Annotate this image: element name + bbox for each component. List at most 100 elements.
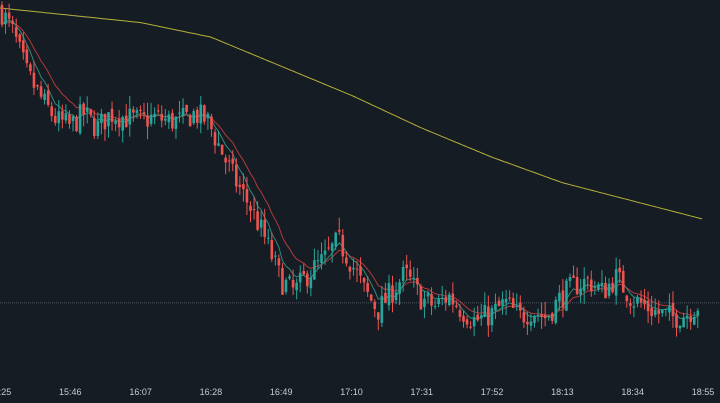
candle — [511, 292, 515, 309]
candle-body — [85, 107, 89, 112]
candle-body — [32, 72, 36, 88]
candle-body — [352, 267, 355, 270]
candle — [479, 303, 483, 326]
candle-body — [384, 292, 387, 303]
candle-body — [455, 305, 458, 307]
candle — [639, 290, 643, 308]
candle — [653, 298, 657, 318]
candle — [451, 282, 455, 313]
candle-body — [348, 266, 352, 272]
candle-body — [377, 312, 380, 320]
candle — [614, 257, 618, 305]
candle — [156, 104, 160, 114]
candle-body — [249, 205, 252, 211]
candle — [568, 273, 572, 288]
candle — [224, 154, 227, 175]
candle — [121, 115, 124, 143]
candle-body — [309, 277, 313, 289]
candle — [483, 292, 487, 318]
candle — [565, 278, 568, 312]
candle-body — [540, 314, 543, 317]
candle-body — [423, 298, 426, 308]
candle-body — [50, 106, 53, 117]
candle-body — [185, 105, 188, 112]
candle — [579, 278, 582, 304]
candle — [252, 196, 256, 220]
candle-body — [206, 113, 210, 119]
candle-body — [46, 90, 50, 105]
candle — [78, 96, 82, 135]
candle-body — [440, 297, 444, 299]
candle — [330, 241, 334, 263]
candle-body — [401, 266, 405, 281]
candle-body — [550, 313, 554, 321]
candle — [380, 286, 384, 328]
candle-body — [213, 132, 217, 146]
candle — [203, 104, 206, 125]
candle-body — [469, 326, 472, 328]
candle-body — [291, 279, 295, 288]
candle — [256, 201, 259, 232]
candle — [313, 248, 316, 281]
candle — [7, 3, 11, 27]
candle-body — [231, 158, 235, 164]
candle-body — [164, 118, 167, 121]
candle — [128, 96, 132, 137]
candle — [582, 267, 586, 304]
x-tick-label: 17:52 — [481, 387, 504, 397]
candle-body — [53, 115, 57, 123]
candle — [419, 283, 423, 310]
x-tick-label: 16:07 — [129, 387, 152, 397]
candle-body — [572, 275, 575, 278]
candle — [632, 297, 636, 318]
candle — [64, 104, 68, 124]
candle — [668, 293, 671, 321]
candle-body — [114, 120, 117, 124]
candle — [465, 315, 469, 329]
candle-body — [96, 121, 100, 136]
candle — [543, 302, 547, 327]
candle-body — [675, 314, 678, 328]
candle — [171, 109, 174, 132]
candle-body — [416, 277, 419, 285]
ma-mid-line — [1, 21, 698, 317]
candle — [590, 270, 593, 297]
candle-body — [43, 93, 46, 101]
candle-body — [685, 315, 689, 319]
candle — [359, 257, 362, 284]
candle — [14, 18, 18, 43]
candle — [540, 302, 543, 329]
candle — [448, 291, 451, 307]
candle — [646, 291, 650, 324]
candle-body — [476, 314, 479, 321]
candle-body — [533, 315, 536, 323]
candle — [433, 299, 437, 310]
candle-body — [320, 254, 323, 264]
candle — [621, 265, 625, 293]
candle-body — [621, 271, 625, 293]
candle — [192, 108, 195, 125]
candle — [696, 308, 700, 329]
candle — [607, 278, 611, 299]
candle-body — [678, 325, 682, 329]
candle-body — [433, 305, 437, 307]
candle-body — [160, 113, 164, 121]
candle-body — [57, 111, 61, 124]
candle-body — [494, 303, 497, 311]
candle — [117, 110, 121, 137]
candle — [575, 267, 579, 296]
candle-body — [625, 295, 629, 302]
candle — [82, 101, 85, 127]
candle-body — [497, 300, 501, 307]
candle-body — [543, 314, 547, 319]
candle-body — [0, 4, 4, 25]
candle — [526, 311, 529, 336]
candle-body — [405, 264, 408, 269]
candle-body — [25, 49, 29, 64]
candle-body — [18, 34, 22, 42]
candle — [75, 114, 78, 133]
candle — [132, 106, 135, 122]
candle-body — [121, 116, 124, 131]
candle — [593, 280, 597, 295]
candle — [455, 300, 458, 309]
